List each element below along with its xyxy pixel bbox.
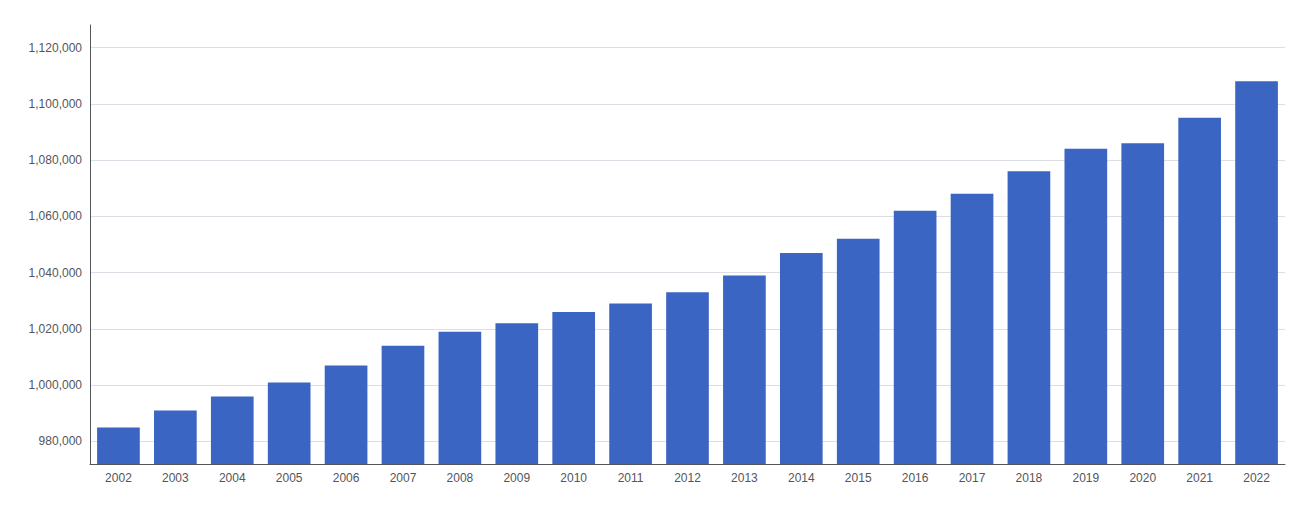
svg-text:2012: 2012 xyxy=(674,471,701,485)
svg-text:2015: 2015 xyxy=(845,471,872,485)
svg-text:2018: 2018 xyxy=(1016,471,1043,485)
svg-text:1,080,000: 1,080,000 xyxy=(29,153,83,167)
svg-text:2003: 2003 xyxy=(162,471,189,485)
svg-text:1,040,000: 1,040,000 xyxy=(29,266,83,280)
svg-text:980,000: 980,000 xyxy=(39,434,83,448)
svg-text:2016: 2016 xyxy=(902,471,929,485)
svg-text:2006: 2006 xyxy=(333,471,360,485)
svg-text:2002: 2002 xyxy=(105,471,132,485)
svg-text:1,000,000: 1,000,000 xyxy=(29,378,83,392)
svg-text:2005: 2005 xyxy=(276,471,303,485)
svg-text:1,120,000: 1,120,000 xyxy=(29,41,83,55)
svg-text:2004: 2004 xyxy=(219,471,246,485)
svg-text:2013: 2013 xyxy=(731,471,758,485)
svg-text:2017: 2017 xyxy=(959,471,986,485)
svg-text:2022: 2022 xyxy=(1243,471,1270,485)
svg-text:2011: 2011 xyxy=(618,471,644,485)
svg-text:1,100,000: 1,100,000 xyxy=(29,97,83,111)
svg-text:2010: 2010 xyxy=(560,471,587,485)
svg-text:2008: 2008 xyxy=(447,471,474,485)
svg-text:2007: 2007 xyxy=(390,471,417,485)
svg-text:1,020,000: 1,020,000 xyxy=(29,322,83,336)
svg-text:2009: 2009 xyxy=(503,471,530,485)
svg-text:2014: 2014 xyxy=(788,471,815,485)
svg-text:2020: 2020 xyxy=(1129,471,1156,485)
svg-text:1,060,000: 1,060,000 xyxy=(29,209,83,223)
svg-text:2021: 2021 xyxy=(1186,471,1213,485)
svg-text:2019: 2019 xyxy=(1072,471,1099,485)
